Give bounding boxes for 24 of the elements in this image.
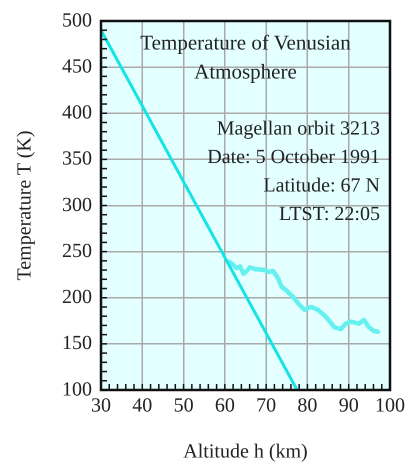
x-tick-label: 60 [214, 394, 235, 416]
annotation: LTST: 22:05 [278, 202, 380, 225]
y-axis-title: Temperature T (K) [13, 130, 36, 281]
y-tick-label: 250 [62, 240, 92, 262]
x-tick-label: 40 [132, 394, 152, 416]
x-tick-label: 100 [375, 394, 405, 416]
text: Temperature of Venusian Atmosphere [140, 30, 352, 84]
y-tick-label: 500 [62, 9, 92, 32]
annotation: Magellan orbit 3213 [216, 117, 380, 140]
y-tick-label: 150 [62, 332, 92, 354]
x-tick-label: 30 [91, 394, 111, 416]
x-tick-label: 90 [338, 394, 359, 416]
y-tick-label: 400 [62, 102, 92, 124]
annotation: Latitude: 67 N [263, 174, 380, 196]
y-tick-label: 200 [62, 286, 92, 308]
y-tick-label: 100 [62, 378, 92, 400]
y-tick-label: 450 [62, 55, 92, 78]
y-tick-label: 300 [62, 194, 92, 216]
x-tick-label: 50 [174, 394, 194, 416]
x-tick-label: 80 [297, 394, 318, 416]
x-axis-title: Altitude h (km) [183, 440, 308, 462]
x-tick-label: 70 [256, 394, 276, 416]
annotation: Date: 5 October 1991 [207, 146, 380, 168]
y-tick-label: 350 [62, 148, 92, 170]
